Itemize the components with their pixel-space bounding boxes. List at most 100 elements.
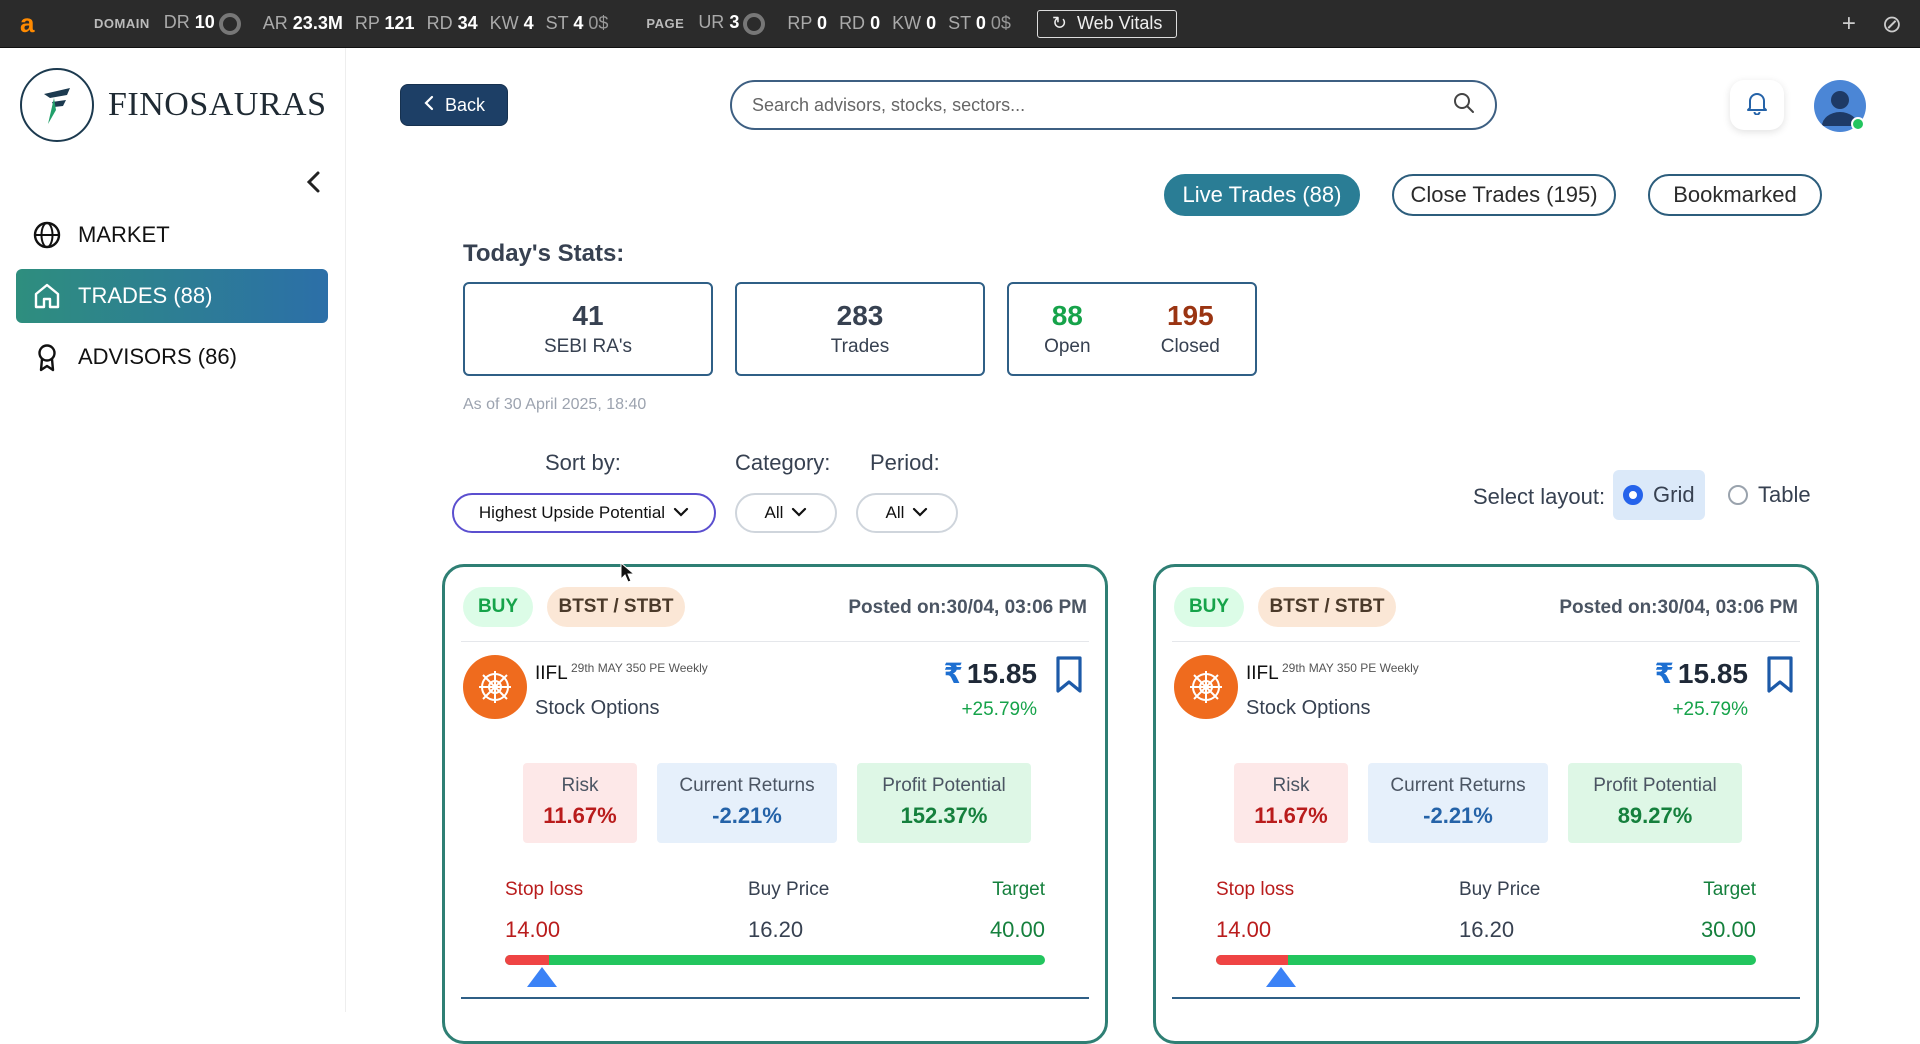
stats-timestamp: As of 30 April 2025, 18:40 bbox=[463, 396, 647, 413]
mouse-cursor-icon bbox=[620, 562, 636, 583]
brand-name: FINOSAURAS bbox=[108, 86, 327, 123]
stop-loss-value: 14.00 bbox=[505, 917, 561, 942]
plus-icon[interactable]: + bbox=[1841, 10, 1856, 37]
current-price: ₹15.85 bbox=[943, 658, 1037, 689]
iifl-logo-icon bbox=[1174, 655, 1238, 719]
sidebar-item-label: TRADES (88) bbox=[78, 283, 213, 308]
sidebar: FINOSAURAS MARKET TRADES (88) ADVISORS (… bbox=[0, 48, 346, 1012]
category-badge: BTST / STBT bbox=[1258, 587, 1396, 627]
metric-rp[interactable]: RP 121 bbox=[354, 13, 415, 33]
page-label: PAGE bbox=[646, 16, 685, 31]
sebi-count: 41 bbox=[572, 300, 604, 331]
sidebar-item-advisors[interactable]: ADVISORS (86) bbox=[16, 330, 328, 384]
target-value: 40.00 bbox=[989, 917, 1045, 942]
divider bbox=[1172, 641, 1800, 642]
dr-ring-icon bbox=[218, 12, 241, 35]
trade-card[interactable]: BUY BTST / STBT Posted on:30/04, 03:06 P… bbox=[1153, 564, 1819, 1044]
tab-bookmarked[interactable]: Bookmarked bbox=[1648, 174, 1822, 216]
divider bbox=[461, 997, 1089, 999]
metric-dr[interactable]: DR 10 bbox=[164, 12, 251, 35]
posted-time: Posted on:30/04, 03:06 PM bbox=[848, 597, 1087, 618]
layout-table-option[interactable]: Table bbox=[1718, 470, 1821, 520]
ur-ring-icon bbox=[743, 12, 766, 35]
layout-label: Select layout: bbox=[1473, 484, 1606, 509]
grid-radio[interactable] bbox=[1623, 485, 1643, 505]
buy-price-value: 16.20 bbox=[1459, 917, 1515, 942]
layout-grid-option[interactable]: Grid bbox=[1613, 470, 1705, 520]
profit-potential-metric: Profit Potential 152.37% bbox=[857, 763, 1031, 843]
sidebar-item-trades[interactable]: TRADES (88) bbox=[16, 269, 328, 323]
ahrefs-logo[interactable]: a bbox=[20, 8, 35, 38]
tab-live-trades[interactable]: Live Trades (88) bbox=[1164, 174, 1360, 216]
open-count: 88 bbox=[1051, 300, 1083, 331]
bookmark-icon[interactable] bbox=[1053, 655, 1085, 695]
closed-label: Closed bbox=[1160, 336, 1220, 357]
contract-detail: 29th MAY 350 PE Weekly bbox=[1282, 661, 1419, 675]
metric-kw[interactable]: KW 4 bbox=[489, 13, 534, 33]
sort-label: Sort by: bbox=[545, 450, 621, 475]
price-range-bar bbox=[505, 955, 1045, 965]
metric-ur[interactable]: UR 3 bbox=[698, 12, 775, 35]
table-radio[interactable] bbox=[1728, 485, 1748, 505]
trades-label: Trades bbox=[830, 336, 890, 357]
price-range-bar bbox=[1216, 955, 1756, 965]
notifications-button[interactable] bbox=[1730, 80, 1784, 130]
search-icon[interactable] bbox=[1453, 92, 1475, 119]
chevron-left-icon bbox=[423, 95, 435, 116]
divider bbox=[1172, 997, 1800, 999]
posted-time: Posted on:30/04, 03:06 PM bbox=[1559, 597, 1798, 618]
stop-loss-label: Stop loss bbox=[1216, 879, 1295, 900]
instrument-type: Stock Options bbox=[1246, 697, 1371, 719]
category-label: Category: bbox=[735, 450, 831, 475]
collapse-sidebar-chevron-icon[interactable] bbox=[300, 168, 328, 196]
sidebar-item-market[interactable]: MARKET bbox=[16, 208, 328, 262]
ahrefs-toolbar: a DOMAIN DR 10 AR 23.3M RP 121 RD 34 KW … bbox=[0, 0, 1920, 48]
globe-icon bbox=[32, 220, 62, 250]
metric-page-st[interactable]: ST 0 0$ bbox=[948, 13, 1011, 33]
toolbar-actions: + ⊘ bbox=[1842, 0, 1920, 48]
stock-symbol[interactable]: IIFL bbox=[535, 663, 568, 684]
refresh-icon: ↻ bbox=[1051, 13, 1067, 33]
category-select[interactable]: All bbox=[735, 493, 837, 533]
risk-segment bbox=[1216, 955, 1288, 965]
disable-icon[interactable]: ⊘ bbox=[1881, 10, 1902, 38]
stop-loss-label: Stop loss bbox=[505, 879, 584, 900]
online-status-dot bbox=[1851, 117, 1865, 131]
metric-page-rd[interactable]: RD 0 bbox=[839, 13, 881, 33]
target-label: Target bbox=[1703, 879, 1756, 900]
search-input[interactable] bbox=[752, 94, 1453, 116]
current-returns-metric: Current Returns -2.21% bbox=[1368, 763, 1548, 843]
web-vitals-button[interactable]: ↻ Web Vitals bbox=[1036, 9, 1178, 38]
brand[interactable]: FINOSAURAS bbox=[20, 68, 327, 142]
rupee-icon: ₹ bbox=[1654, 658, 1674, 689]
tab-close-trades[interactable]: Close Trades (195) bbox=[1392, 174, 1616, 216]
metric-page-rp[interactable]: RP 0 bbox=[787, 13, 828, 33]
divider bbox=[461, 641, 1089, 642]
period-label: Period: bbox=[870, 450, 940, 475]
current-price-marker-icon bbox=[1266, 967, 1296, 987]
price-change: +25.79% bbox=[961, 699, 1037, 720]
current-price-marker-icon bbox=[527, 967, 557, 987]
award-icon bbox=[32, 342, 62, 372]
risk-metric: Risk 11.67% bbox=[523, 763, 637, 843]
metric-ar[interactable]: AR 23.3M bbox=[262, 13, 343, 33]
stop-loss-value: 14.00 bbox=[1216, 917, 1272, 942]
stock-symbol[interactable]: IIFL bbox=[1246, 663, 1279, 684]
risk-metric: Risk 11.67% bbox=[1234, 763, 1348, 843]
trades-count: 283 bbox=[836, 300, 884, 331]
stats-title: Today's Stats: bbox=[463, 240, 625, 267]
chevron-down-icon bbox=[673, 503, 689, 523]
bookmark-icon[interactable] bbox=[1764, 655, 1796, 695]
trade-card[interactable]: BUY BTST / STBT Posted on:30/04, 03:06 P… bbox=[442, 564, 1108, 1044]
current-returns-metric: Current Returns -2.21% bbox=[657, 763, 837, 843]
metric-st[interactable]: ST 4 0$ bbox=[545, 13, 609, 33]
metric-page-kw[interactable]: KW 0 bbox=[892, 13, 937, 33]
period-select[interactable]: All bbox=[856, 493, 958, 533]
back-button[interactable]: Back bbox=[400, 84, 508, 126]
metric-rd[interactable]: RD 34 bbox=[426, 13, 478, 33]
finosauras-logo-icon bbox=[20, 68, 94, 142]
price-change: +25.79% bbox=[1672, 699, 1748, 720]
sort-select[interactable]: Highest Upside Potential bbox=[452, 493, 716, 533]
search-bar[interactable] bbox=[730, 80, 1497, 130]
closed-count: 195 bbox=[1166, 300, 1214, 331]
